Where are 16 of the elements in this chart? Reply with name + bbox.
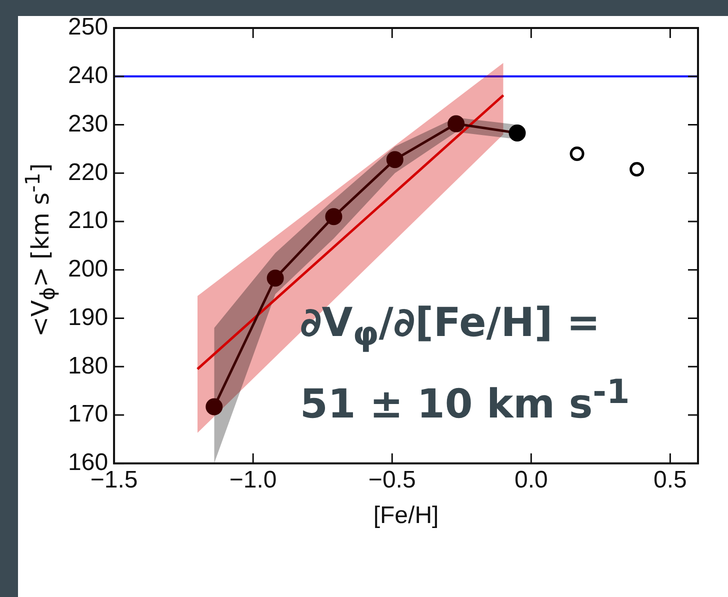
x-tick-label: −1.0: [229, 466, 277, 494]
y-tick-label: 190: [68, 304, 108, 331]
x-tick-label: −0.5: [368, 466, 416, 494]
x-tick-label: 0.0: [514, 466, 548, 494]
y-tick-label: 220: [68, 158, 108, 186]
annotation: 51 ± 10 km s$^{-1}$: [300, 372, 630, 428]
x-tick-label: 0.5: [654, 466, 687, 494]
y-tick-label: 170: [68, 400, 108, 428]
x-axis-title: [Fe/H]: [373, 502, 439, 530]
y-tick-label: 200: [68, 256, 108, 283]
y-tick-label: 210: [68, 207, 108, 234]
y-tick-label: 230: [68, 110, 108, 138]
y-tick-label: 180: [68, 352, 108, 380]
y-tick-label: 250: [68, 14, 108, 41]
y-tick-label: 240: [68, 62, 108, 90]
annotation: ∂V$_{φ}$/∂[Fe/H] =: [300, 300, 600, 353]
